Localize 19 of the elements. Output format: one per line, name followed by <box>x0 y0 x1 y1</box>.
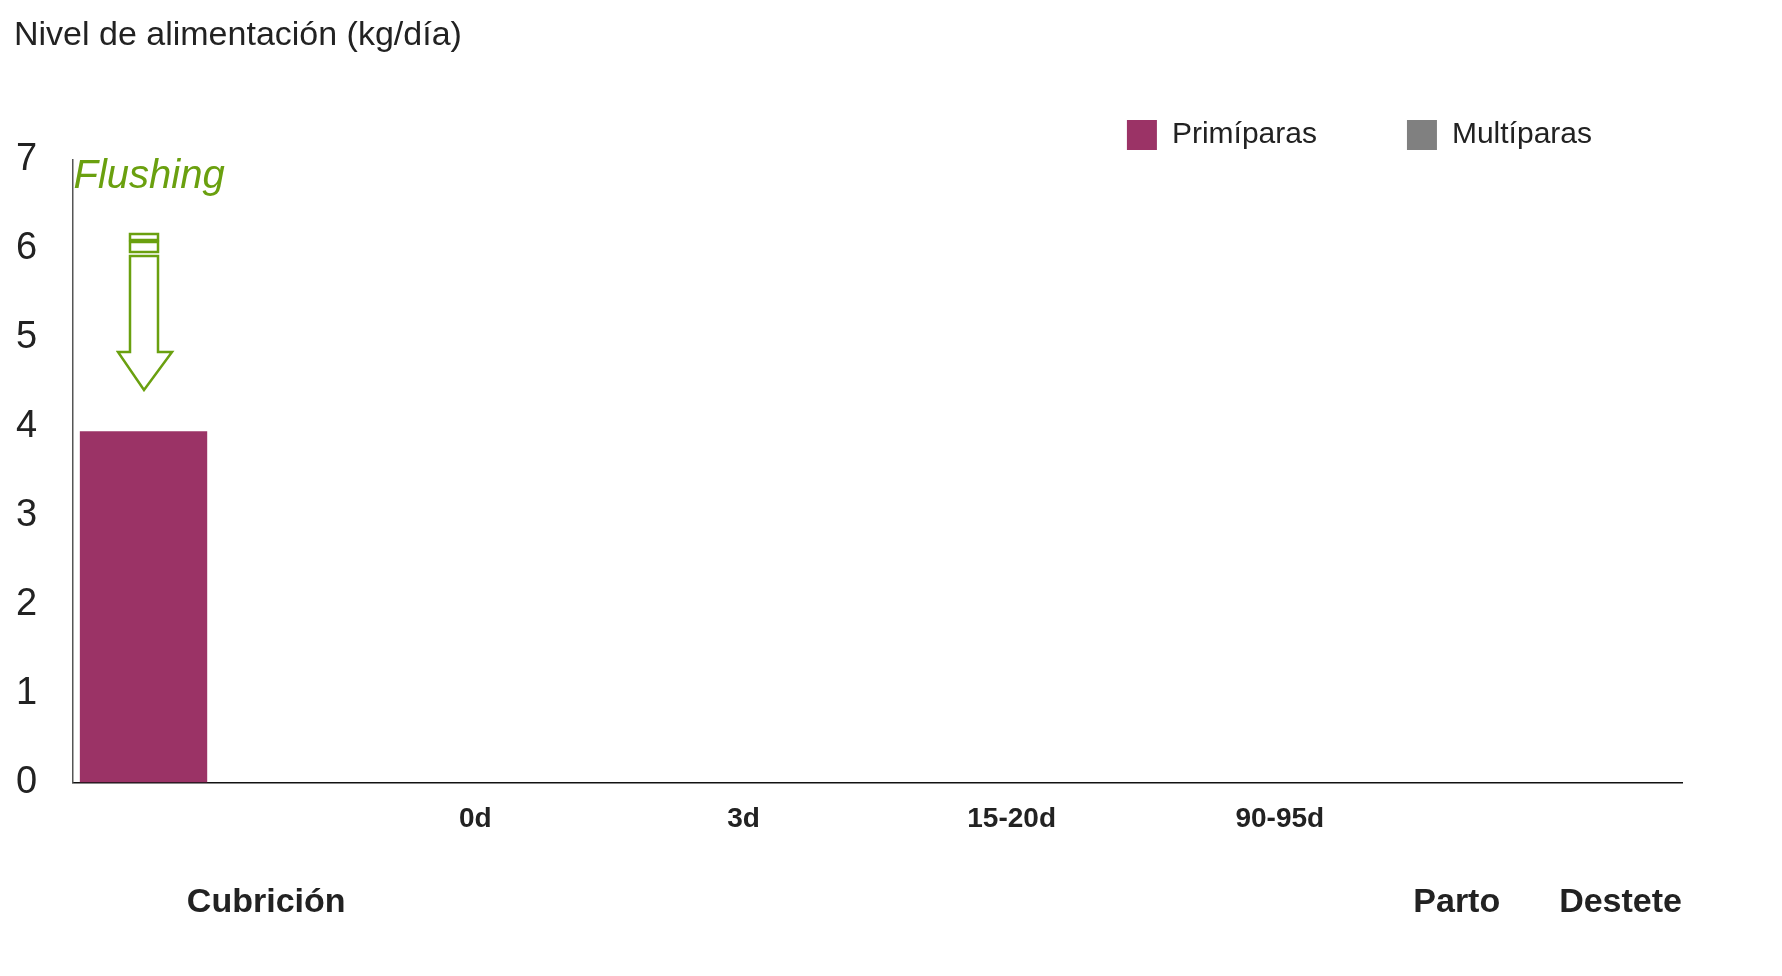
y-tick-label: 3 <box>15 492 38 535</box>
x-tick-label: 15-20d <box>967 801 1056 833</box>
y-tick-label: 4 <box>15 403 38 446</box>
legend-label: Multíparas <box>1451 116 1593 150</box>
x-tick-label: 90-95d <box>1235 801 1325 833</box>
y-tick-label: 0 <box>15 758 38 801</box>
y-tick-label: 5 <box>15 314 38 357</box>
y-tick-label: 1 <box>15 669 38 712</box>
legend-label: Primíparas <box>1171 116 1317 150</box>
y-tick-label: 2 <box>15 581 38 624</box>
x-tick-label: 3d <box>727 801 760 833</box>
text: Parto <box>1413 881 1501 920</box>
text: Cubrición <box>186 881 346 920</box>
x-tick-label: 0d <box>459 801 492 833</box>
y-tick-label: 6 <box>15 225 38 268</box>
y-axis-title: Nivel de alimentación (kg/día) <box>14 14 462 53</box>
y-tick-label: 7 <box>15 136 38 179</box>
annotation: Flushing <box>73 152 225 196</box>
text: Destete <box>1559 881 1682 920</box>
